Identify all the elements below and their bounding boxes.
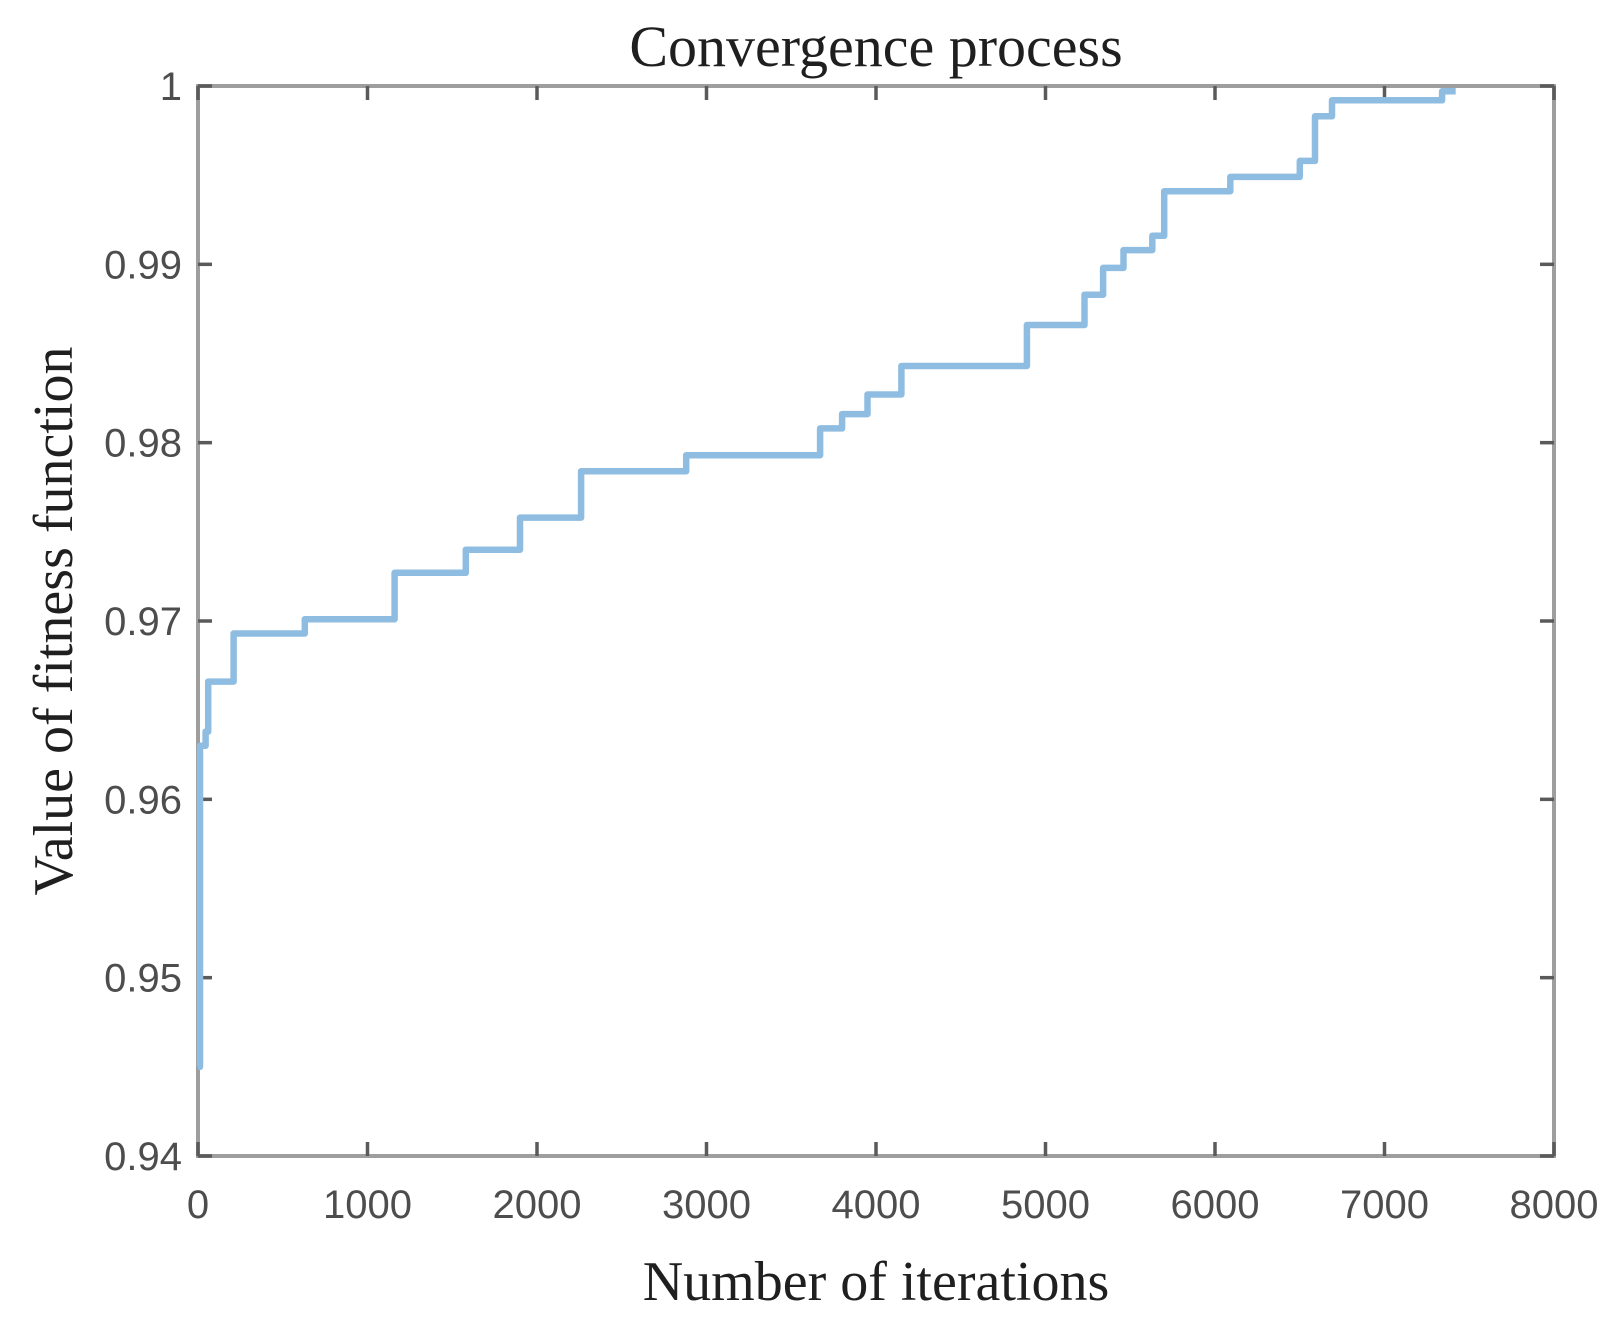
x-tick-label: 6000 [1171, 1183, 1260, 1227]
fitness-step-line [196, 88, 1456, 1071]
x-tick-label: 3000 [662, 1183, 751, 1227]
plot-box [196, 84, 1556, 1158]
y-tick-label: 0.99 [104, 243, 182, 287]
y-tick-label: 0.94 [104, 1135, 182, 1179]
x-axis-label: Number of iterations [643, 1251, 1110, 1313]
y-tick-label: 0.95 [104, 957, 182, 1001]
x-tick-label: 7000 [1340, 1183, 1429, 1227]
x-tick-labels: 0 1000 2000 3000 4000 5000 6000 7000 8000 [187, 1183, 1599, 1227]
y-axis-label: Value of fitness function [23, 347, 85, 896]
y-tick-label: 0.98 [104, 422, 182, 466]
x-tick-label: 8000 [1510, 1183, 1599, 1227]
y-tick-label: 0.96 [104, 778, 182, 822]
x-tick-label: 1000 [323, 1183, 412, 1227]
y-tick-label: 1 [160, 65, 182, 109]
x-tick-label: 2000 [493, 1183, 582, 1227]
chart-title: Convergence process [629, 14, 1122, 79]
y-tick-label: 0.97 [104, 600, 182, 644]
y-tick-labels: 0.94 0.95 0.96 0.97 0.98 0.99 1 [104, 65, 182, 1179]
x-tick-label: 0 [187, 1183, 209, 1227]
x-tick-label: 5000 [1001, 1183, 1090, 1227]
axis-tick-marks [196, 84, 1556, 1158]
x-tick-label: 4000 [832, 1183, 921, 1227]
